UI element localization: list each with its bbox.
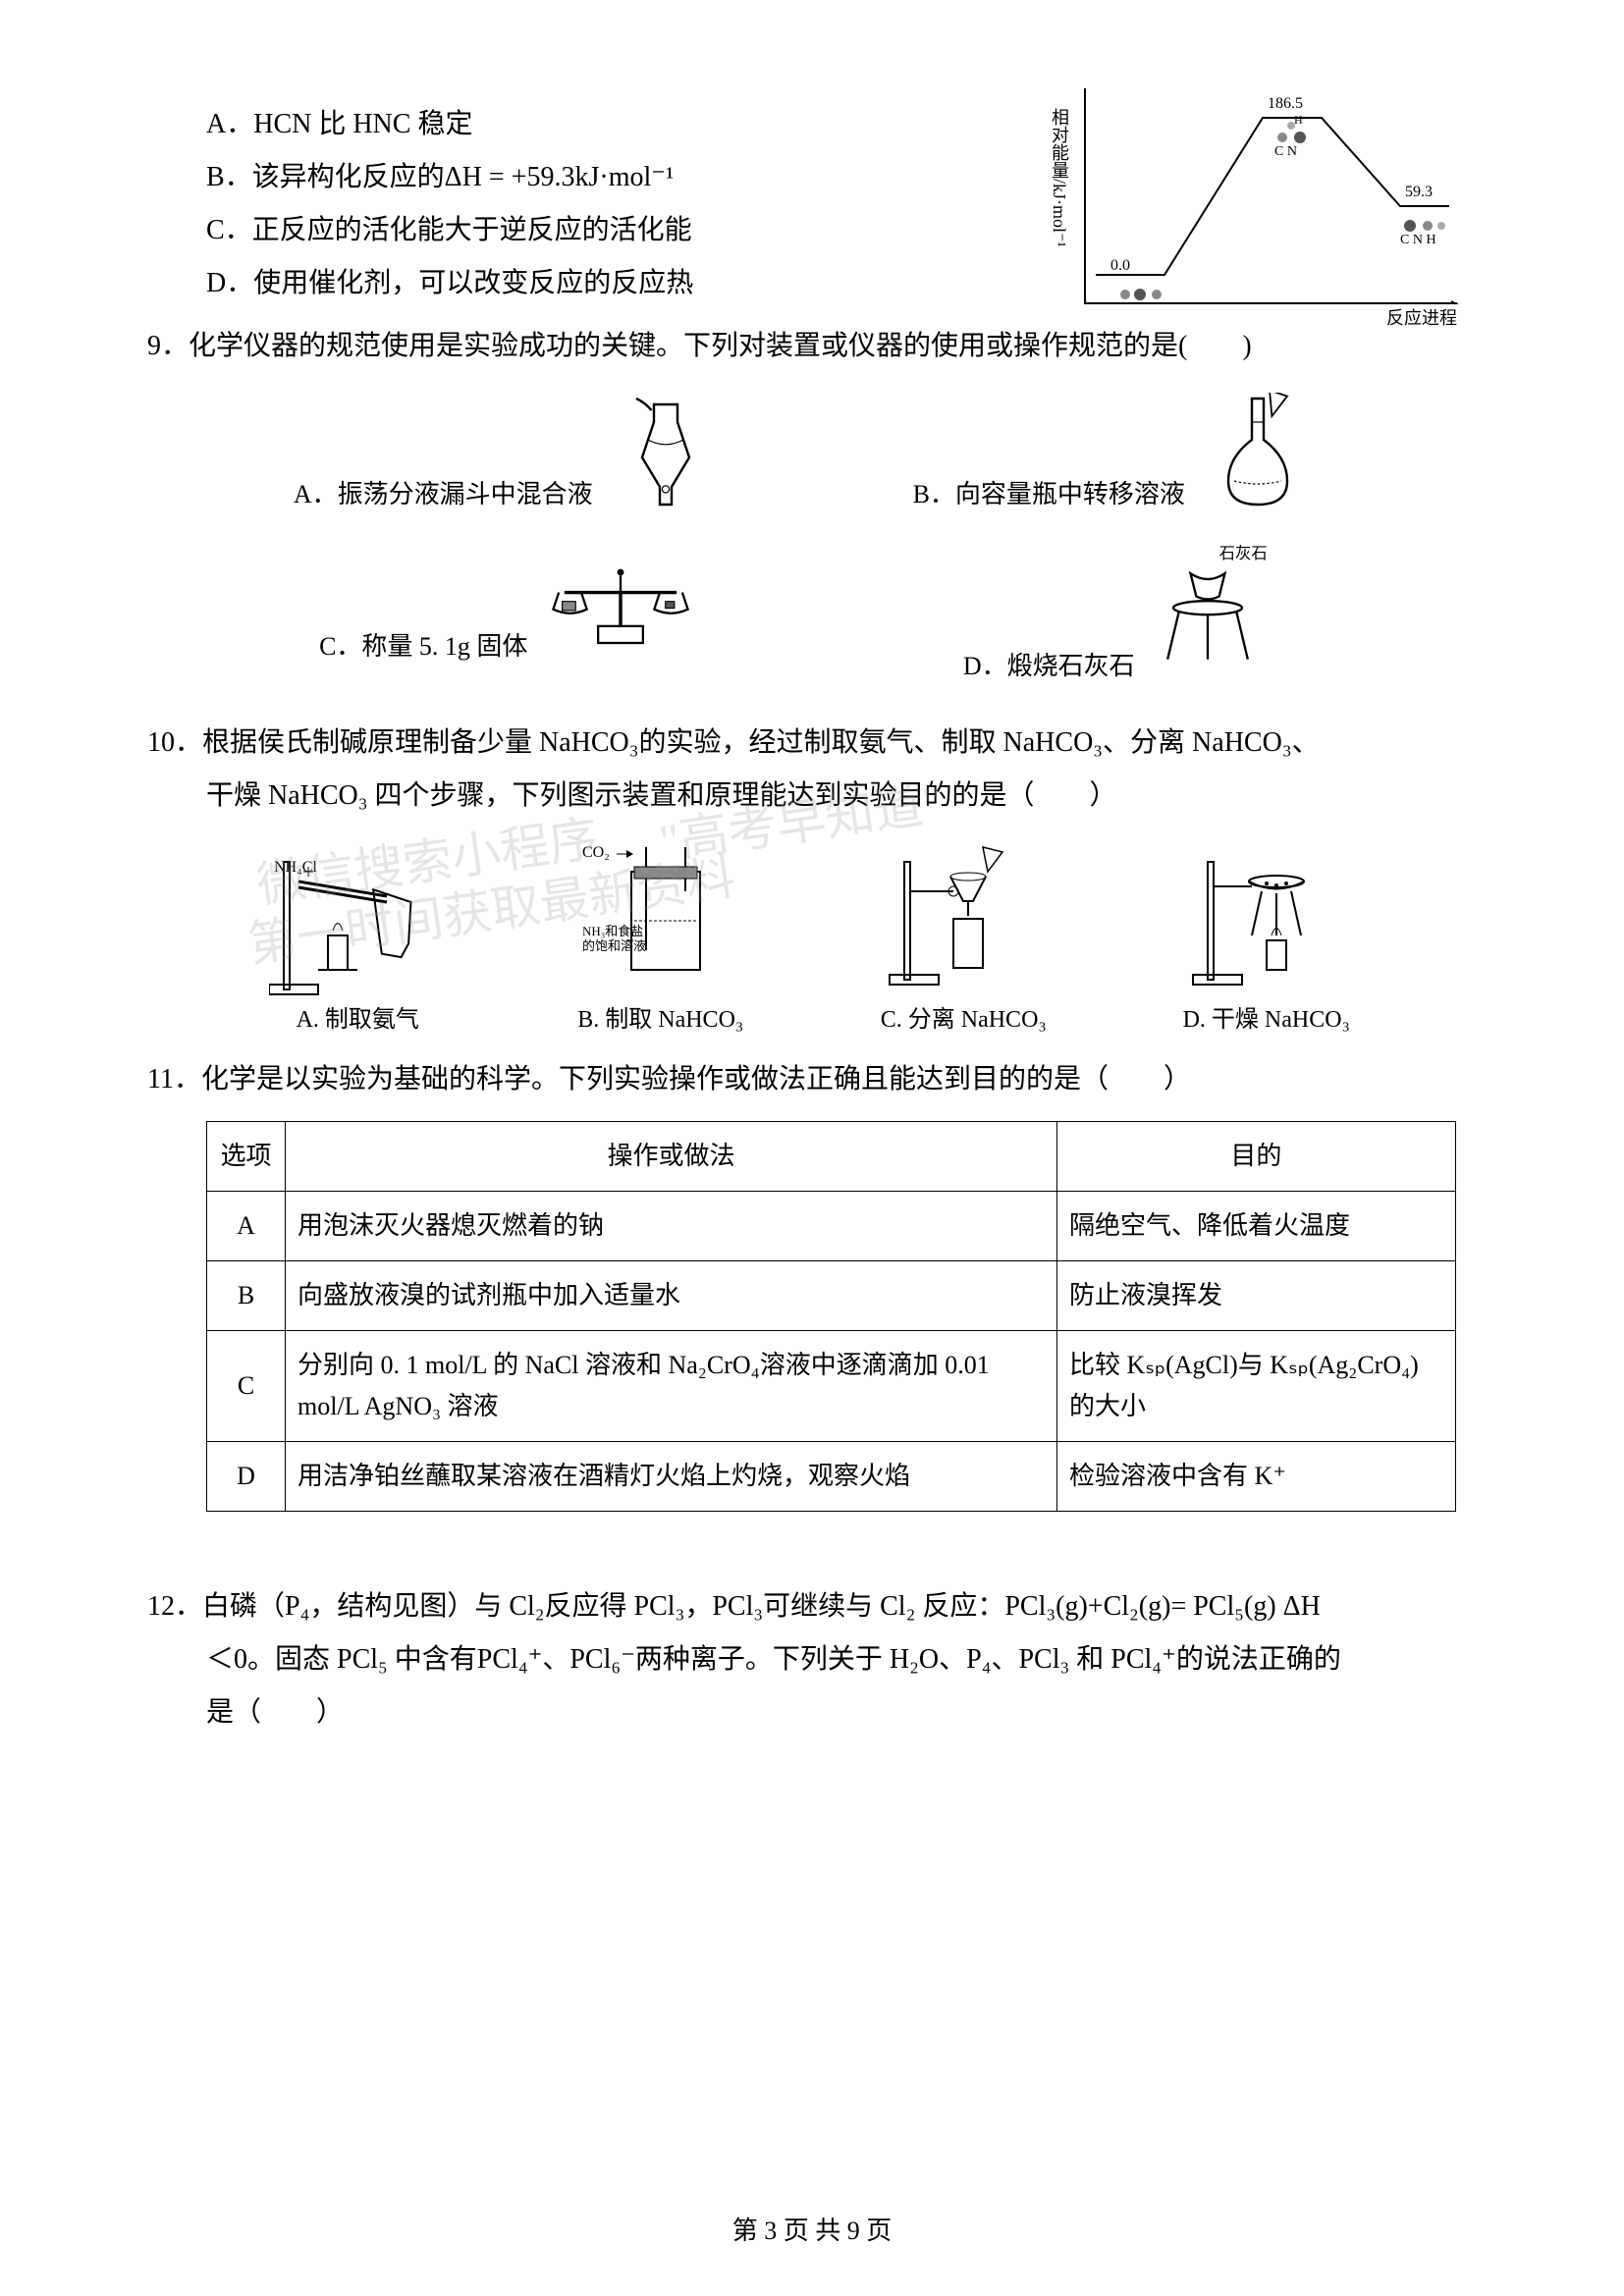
q11-table: 选项 操作或做法 目的 A 用泡沫灭火器熄灭燃着的钠 隔绝空气、降低着火温度 B… [206,1121,1456,1512]
th-operation: 操作或做法 [286,1122,1057,1192]
svg-text:NH₃和食盐: NH₃和食盐 [582,924,643,938]
separating-funnel-icon [607,393,725,510]
filtration-icon [875,842,1052,999]
cell-d1: 用洁净铂丝蘸取某溶液在酒精灯火焰上灼烧，观察火焰 [286,1442,1057,1512]
ammonia-prep-icon: NH₄Cl [269,842,446,999]
page-footer: 第 3 页 共 9 页 [0,2211,1624,2247]
q10-b-label: B. 制取 NaHCO₃ [510,999,813,1034]
svg-text:H: H [1294,113,1303,127]
th-option: 选项 [207,1122,286,1192]
cell-a0: A [207,1192,286,1261]
x-axis-label: 反应进程 [1386,304,1457,330]
svg-text:NH₄Cl: NH₄Cl [274,859,317,876]
cell-c0: C [207,1331,286,1442]
q10-exp-b: CO₂ NH₃和食盐 的饱和溶液 B. 制取 NaHCO₃ [510,842,813,1034]
q12-text-2: ＜0。固态 PCl₅ 中含有PCl₄⁺、PCl₆⁻两种离子。下列关于 H₂O、P… [206,1633,1477,1686]
cell-d2: 检验溶液中含有 K⁺ [1056,1442,1455,1512]
th-purpose: 目的 [1056,1122,1455,1192]
q10-exp-a: NH₄Cl A. 制取氨气 [206,842,510,1034]
cell-b1: 向盛放液溴的试剂瓶中加入适量水 [286,1261,1057,1331]
energy-diagram: 相对能量/kJ·mol⁻¹ 反应进程 0.0 186.5 59.3 H C N … [1084,88,1457,304]
cell-c1: 分别向 0. 1 mol/L 的 NaCl 溶液和 Na₂CrO₄溶液中逐滴滴加… [286,1331,1057,1442]
q9-opt-c: C．称量 5. 1g 固体 [218,545,799,682]
q9-apparatus-row-2: C．称量 5. 1g 固体 D．煅烧石灰石 石灰石粉 [206,545,1418,697]
svg-text:CO₂: CO₂ [582,844,610,861]
y-axis-label: 相对能量/kJ·mol⁻¹ [1047,108,1072,247]
q11-text: 11．化学是以实验为基础的科学。下列实验操作或做法正确且能达到目的的是（ ） [147,1053,1477,1106]
table-row: B 向盛放液溴的试剂瓶中加入适量水 防止液溴挥发 [207,1261,1456,1331]
volumetric-flask-icon [1199,393,1317,510]
cell-b2: 防止液溴挥发 [1056,1261,1455,1331]
q9-opt-a: A．振荡分液漏斗中混合液 [218,393,799,510]
q9-b-label: B．向容量瓶中转移溶液 [913,474,1185,510]
svg-text:186.5: 186.5 [1268,95,1303,112]
q10-exp-c: C. 分离 NaHCO₃ [812,842,1115,1034]
cell-d0: D [207,1442,286,1512]
table-row: A 用泡沫灭火器熄灭燃着的钠 隔绝空气、降低着火温度 [207,1192,1456,1261]
cell-c2: 比较 Kₛₚ(AgCl)与 Kₛₚ(Ag₂CrO₄)的大小 [1056,1331,1455,1442]
q10-c-label: C. 分离 NaHCO₃ [812,999,1115,1034]
q10-d-label: D. 干燥 NaHCO₃ [1115,999,1419,1034]
q9-c-label: C．称量 5. 1g 固体 [319,626,527,663]
cell-a2: 隔绝空气、降低着火温度 [1056,1192,1455,1261]
crucible-tripod-icon: 石灰石粉 [1149,545,1267,682]
q9-apparatus-row-1: A．振荡分液漏斗中混合液 B．向容量瓶中转移溶液 [206,393,1418,525]
svg-text:59.3: 59.3 [1405,184,1433,200]
q12-text-3: 是（ ） [206,1686,1477,1739]
q9-a-label: A．振荡分液漏斗中混合液 [294,474,593,510]
q9-opt-d: D．煅烧石灰石 石灰石粉 [824,545,1405,682]
q10-text-1: 10．根据侯氏制碱原理制备少量 NaHCO₃的实验，经过制取氨气、制取 NaHC… [147,717,1477,770]
q9-opt-b: B．向容量瓶中转移溶液 [824,393,1405,510]
cell-a1: 用泡沫灭火器熄灭燃着的钠 [286,1192,1057,1261]
svg-text:0.0: 0.0 [1110,257,1130,274]
drying-icon [1178,842,1355,999]
q9-text: 9．化学仪器的规范使用是实验成功的关键。下列对装置或仪器的使用或操作规范的是( … [147,320,1477,373]
svg-text:H C N: H C N [1115,301,1152,304]
table-row: D 用洁净铂丝蘸取某溶液在酒精灯火焰上灼烧，观察火焰 检验溶液中含有 K⁺ [207,1442,1456,1512]
table-header-row: 选项 操作或做法 目的 [207,1122,1456,1192]
cell-b0: B [207,1261,286,1331]
svg-text:的饱和溶液: 的饱和溶液 [582,938,646,953]
q10-text-2: 干燥 NaHCO₃ 四个步骤，下列图示装置和原理能达到实验目的的是（ ） [206,770,1477,823]
energy-curve-svg: 0.0 186.5 59.3 H C N H C N C N H [1086,88,1459,304]
table-row: C 分别向 0. 1 mol/L 的 NaCl 溶液和 Na₂CrO₄溶液中逐滴… [207,1331,1456,1442]
q9-d-label: D．煅烧石灰石 [963,646,1135,682]
svg-text:C N: C N [1274,144,1297,159]
q10-exp-d: D. 干燥 NaHCO₃ [1115,842,1419,1034]
page-content: A．HCN 比 HNC 稳定 B．该异构化反应的ΔH = +59.3kJ·mol… [147,98,1477,1739]
balance-scale-icon [542,545,699,663]
nahco3-prep-icon: CO₂ NH₃和食盐 的饱和溶液 [572,842,749,999]
svg-text:石灰石粉: 石灰石粉 [1219,545,1267,562]
q12-text-1: 12．白磷（P₄，结构见图）与 Cl₂反应得 PCl₃，PCl₃可继续与 Cl₂… [147,1580,1477,1633]
q10-experiments: 微信搜索小程序 第一时间获取最新资料 "高考早知道" NH₄Cl A. 制取氨气… [206,842,1418,1034]
svg-text:C N H: C N H [1400,233,1436,247]
q10-a-label: A. 制取氨气 [206,999,510,1034]
